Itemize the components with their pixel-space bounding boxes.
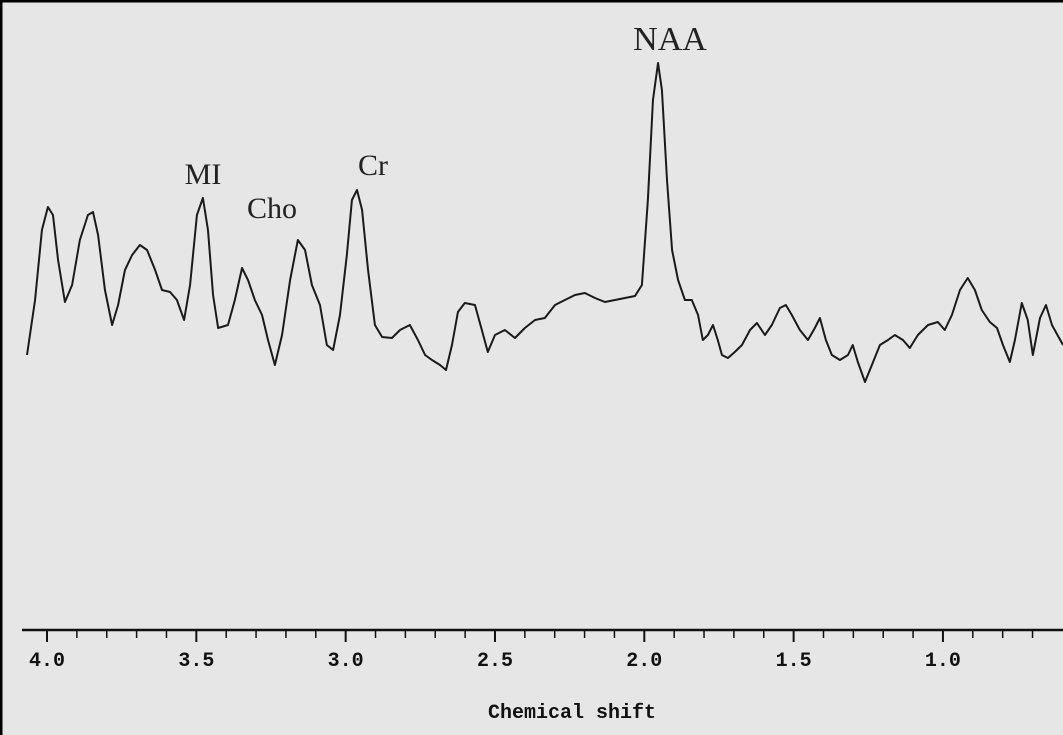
x-tick-label: 3.5: [178, 650, 214, 673]
x-tick-label: 2.0: [626, 650, 662, 673]
annotation: Cho: [247, 192, 297, 225]
annotation: MI: [185, 158, 222, 191]
annotation: Cr: [358, 149, 388, 182]
x-tick-label: 1.0: [925, 650, 961, 673]
spectrum-line: [26, 62, 1063, 383]
x-tick-label: 3.0: [328, 650, 364, 673]
x-axis-label: Chemical shift: [488, 702, 656, 725]
x-tick-label: 2.5: [477, 650, 513, 673]
x-tick-label: 4.0: [29, 650, 65, 673]
annotation: NAA: [633, 21, 707, 58]
x-tick-label: 1.5: [776, 650, 812, 673]
